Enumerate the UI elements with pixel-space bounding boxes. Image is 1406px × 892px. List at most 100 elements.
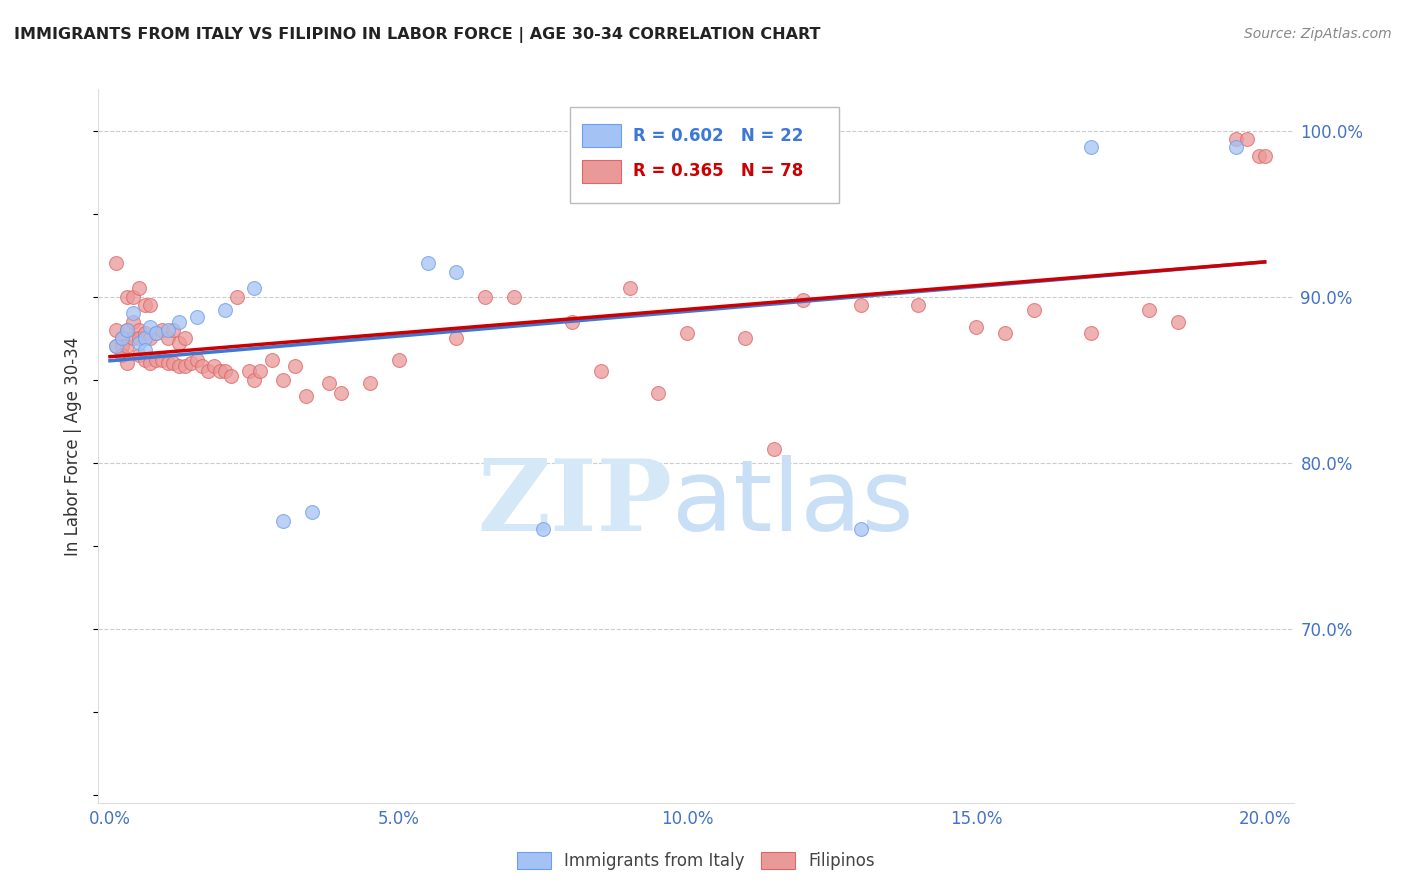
Point <box>416 256 439 270</box>
Point <box>271 514 294 528</box>
Point <box>208 364 231 378</box>
Point <box>128 281 150 295</box>
Text: R = 0.602   N = 22: R = 0.602 N = 22 <box>633 127 803 145</box>
Point <box>122 290 145 304</box>
Point <box>134 343 156 357</box>
Point <box>162 356 184 370</box>
Point <box>849 522 872 536</box>
Point <box>197 364 219 378</box>
Point <box>1247 148 1270 162</box>
Point <box>849 298 872 312</box>
Point <box>174 331 197 345</box>
Point <box>301 505 323 519</box>
Point <box>994 326 1017 340</box>
Point <box>145 326 167 340</box>
Point <box>117 323 139 337</box>
Point <box>128 323 150 337</box>
Point <box>271 373 294 387</box>
Point <box>186 310 208 324</box>
Point <box>202 359 225 374</box>
Point <box>167 314 190 328</box>
Point <box>589 364 612 378</box>
Point <box>134 331 156 345</box>
Point <box>619 281 641 295</box>
Point <box>110 331 132 345</box>
Point <box>284 359 307 374</box>
Point <box>329 385 352 400</box>
Point <box>965 319 987 334</box>
Point <box>104 339 127 353</box>
Legend: Immigrants from Italy, Filipinos: Immigrants from Italy, Filipinos <box>510 845 882 877</box>
Point <box>214 302 236 317</box>
Point <box>139 331 162 345</box>
Point <box>117 290 139 304</box>
Point <box>134 352 156 367</box>
Point <box>249 364 271 378</box>
Point <box>1225 140 1247 154</box>
Point <box>156 323 179 337</box>
Point <box>238 364 260 378</box>
Y-axis label: In Labor Force | Age 30-34: In Labor Force | Age 30-34 <box>65 336 83 556</box>
Point <box>134 326 156 340</box>
Point <box>110 339 132 353</box>
Point <box>117 356 139 370</box>
Text: R = 0.365   N = 78: R = 0.365 N = 78 <box>633 162 803 180</box>
Point <box>139 298 162 312</box>
FancyBboxPatch shape <box>571 107 839 203</box>
Point <box>1253 148 1275 162</box>
Point <box>1080 140 1102 154</box>
Point <box>145 326 167 340</box>
Point <box>117 339 139 353</box>
Text: ZIP: ZIP <box>477 455 672 551</box>
Point <box>1167 314 1189 328</box>
Point <box>318 376 340 390</box>
Text: atlas: atlas <box>672 455 914 551</box>
Point <box>676 326 699 340</box>
Point <box>260 352 283 367</box>
Point <box>139 319 162 334</box>
Point <box>561 314 583 328</box>
Point <box>1137 302 1160 317</box>
Point <box>734 331 756 345</box>
FancyBboxPatch shape <box>582 160 620 183</box>
Point <box>122 331 145 345</box>
Point <box>150 323 173 337</box>
Point <box>762 442 785 457</box>
Point <box>104 339 127 353</box>
Point <box>145 352 167 367</box>
Point <box>446 331 468 345</box>
Point <box>110 331 132 345</box>
Point <box>792 293 814 307</box>
Text: Source: ZipAtlas.com: Source: ZipAtlas.com <box>1244 27 1392 41</box>
Point <box>388 352 411 367</box>
Point <box>134 298 156 312</box>
Text: IMMIGRANTS FROM ITALY VS FILIPINO IN LABOR FORCE | AGE 30-34 CORRELATION CHART: IMMIGRANTS FROM ITALY VS FILIPINO IN LAB… <box>14 27 821 43</box>
Point <box>647 385 669 400</box>
Point <box>122 314 145 328</box>
Point <box>474 290 496 304</box>
Point <box>128 348 150 362</box>
Point <box>122 306 145 320</box>
Point <box>226 290 249 304</box>
Point <box>186 352 208 367</box>
Point <box>104 323 127 337</box>
Point <box>1225 132 1247 146</box>
Point <box>446 265 468 279</box>
Point <box>139 356 162 370</box>
Point <box>156 356 179 370</box>
Point <box>162 323 184 337</box>
Point <box>907 298 929 312</box>
Point <box>243 373 266 387</box>
Point <box>117 323 139 337</box>
Point <box>104 256 127 270</box>
Point <box>128 331 150 345</box>
Point <box>531 522 554 536</box>
Point <box>219 369 242 384</box>
Point <box>128 336 150 351</box>
Point <box>167 359 190 374</box>
Point <box>1022 302 1045 317</box>
FancyBboxPatch shape <box>582 124 620 147</box>
Point <box>167 336 190 351</box>
Point <box>191 359 214 374</box>
Point <box>295 389 318 403</box>
